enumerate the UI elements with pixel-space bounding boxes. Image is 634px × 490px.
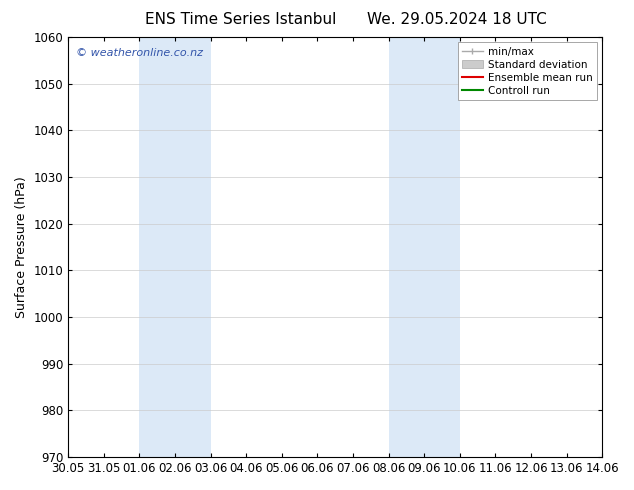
Text: © weatheronline.co.nz: © weatheronline.co.nz bbox=[76, 48, 203, 58]
Y-axis label: Surface Pressure (hPa): Surface Pressure (hPa) bbox=[15, 176, 28, 318]
Bar bbox=[139, 37, 210, 457]
Text: We. 29.05.2024 18 UTC: We. 29.05.2024 18 UTC bbox=[366, 12, 547, 27]
Bar bbox=[389, 37, 460, 457]
Text: ENS Time Series Istanbul: ENS Time Series Istanbul bbox=[145, 12, 337, 27]
Legend: min/max, Standard deviation, Ensemble mean run, Controll run: min/max, Standard deviation, Ensemble me… bbox=[458, 42, 597, 100]
